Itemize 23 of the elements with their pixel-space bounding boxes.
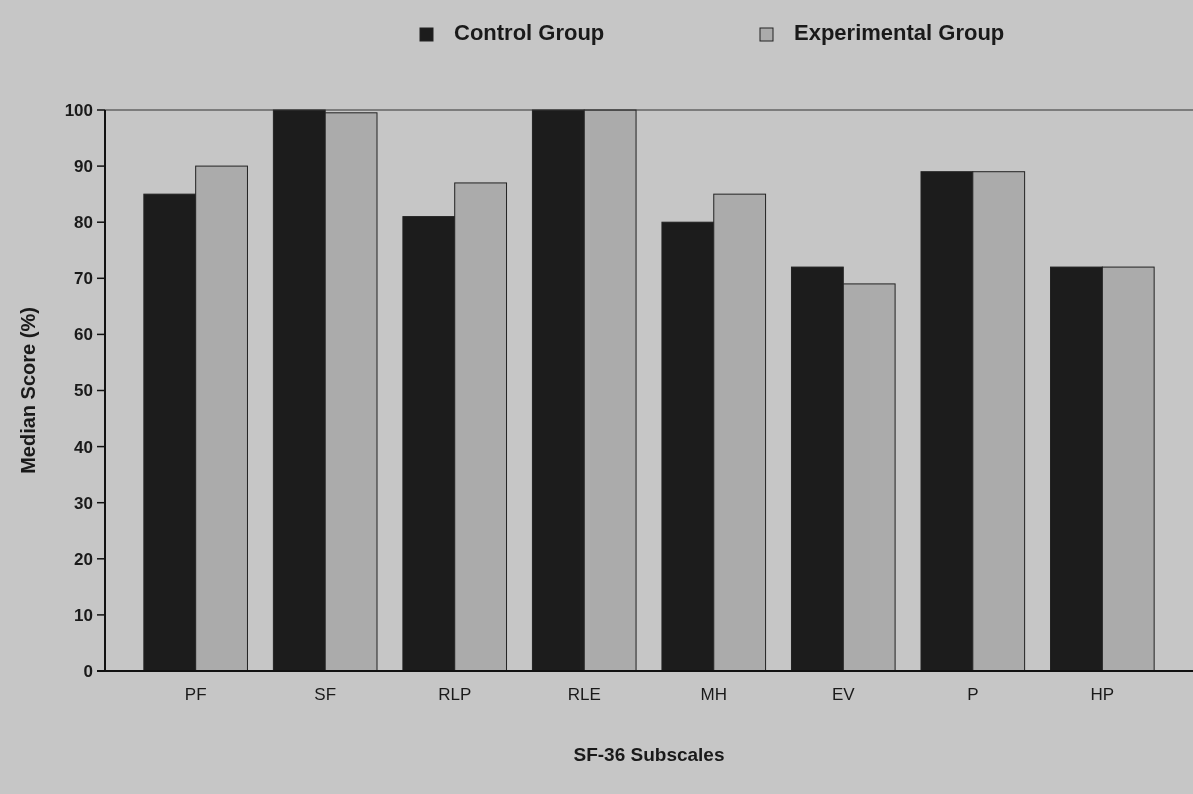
y-tick-label: 60 bbox=[74, 325, 93, 345]
y-tick-label: 40 bbox=[74, 437, 93, 457]
x-tick-label: PF bbox=[184, 685, 207, 704]
x-tick-label: MH bbox=[700, 685, 727, 704]
x-axis-title: SF-36 Subscales bbox=[573, 744, 725, 765]
y-tick-label: 20 bbox=[74, 549, 93, 569]
x-tick-label: RLE bbox=[567, 685, 601, 704]
legend-label: Control Group bbox=[454, 20, 605, 45]
x-tick-label: SF bbox=[314, 685, 337, 704]
y-tick-label: 100 bbox=[64, 100, 93, 120]
legend-label: Experimental Group bbox=[794, 20, 1005, 45]
y-tick-label: 10 bbox=[74, 605, 93, 625]
x-tick-label: HP bbox=[1090, 685, 1115, 704]
x-tick-label: P bbox=[967, 685, 979, 704]
x-tick-label: EV bbox=[831, 685, 856, 704]
y-tick-label: 90 bbox=[74, 157, 93, 177]
y-tick-label: 0 bbox=[83, 661, 93, 681]
x-tick-label: RLP bbox=[438, 685, 472, 704]
y-tick-label: 80 bbox=[74, 213, 93, 233]
y-axis-title: Median Score (%) bbox=[17, 307, 39, 474]
y-tick-label: 50 bbox=[74, 381, 93, 401]
y-tick-label: 70 bbox=[74, 269, 93, 289]
y-tick-label: 30 bbox=[74, 493, 93, 513]
